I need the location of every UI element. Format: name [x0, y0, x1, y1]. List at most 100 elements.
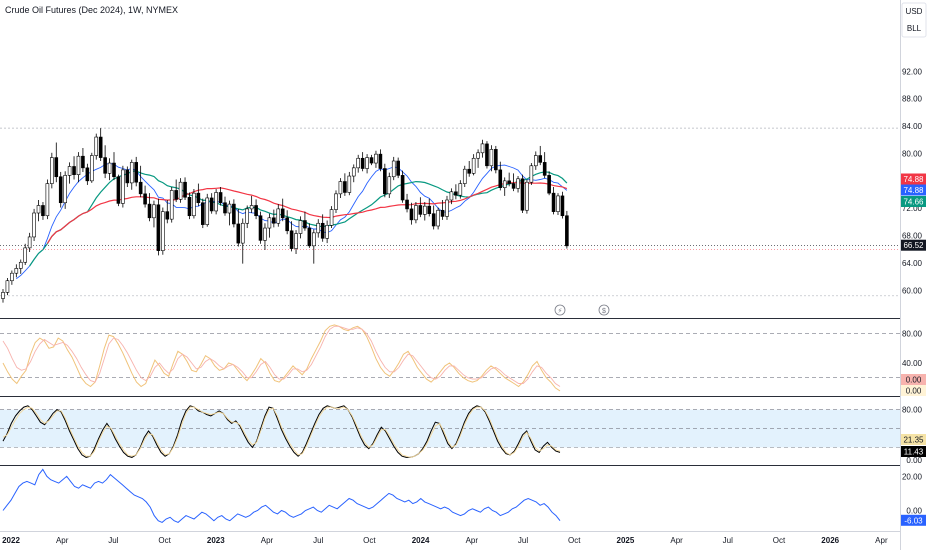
price-last-label: 74.66 [903, 198, 924, 207]
time-tick-label: Apr [261, 536, 274, 545]
time-tick-label: Oct [363, 536, 376, 545]
candle [516, 178, 520, 189]
candle [480, 143, 485, 154]
price-tick-label: 72.00 [902, 204, 923, 213]
stochrsi-d-line [2, 406, 561, 458]
candle [236, 223, 241, 244]
candle [254, 205, 258, 217]
candle [50, 157, 54, 184]
price-tick-label: 80.00 [902, 149, 923, 158]
time-tick-label: 2023 [207, 536, 225, 545]
indicator-tick-label: 0.00 [906, 506, 922, 515]
candle [347, 175, 352, 193]
candle [409, 208, 414, 221]
indicator-tick-label: 80.00 [902, 330, 923, 339]
stoch-last-label-bg [901, 374, 926, 385]
stochrsi-last-label-bg [901, 446, 926, 457]
candle [343, 181, 347, 193]
candle [360, 157, 365, 169]
candle [374, 153, 378, 164]
candle [178, 181, 183, 200]
candle [365, 157, 369, 169]
candle [542, 162, 547, 176]
candle [258, 215, 263, 241]
candle [161, 211, 165, 251]
candle [192, 192, 196, 217]
price-last-label-bg [901, 184, 926, 196]
oscillator-pane[interactable] [2, 468, 561, 523]
candle [147, 203, 152, 219]
stochrsi-k-line [2, 405, 561, 458]
background-layer [0, 0, 901, 550]
candle [107, 162, 112, 174]
candle [356, 157, 361, 169]
candle [454, 191, 458, 196]
candle [196, 192, 201, 204]
candle [10, 272, 14, 282]
candle [560, 195, 565, 217]
sma-mid-line [29, 170, 568, 267]
stoch-rsi-pane[interactable] [0, 405, 900, 458]
candle [116, 176, 121, 204]
candle [1, 292, 5, 299]
candle [201, 202, 205, 225]
indicator-tick-label: 40.00 [902, 359, 923, 368]
chart-title: Crude Oil Futures (Dec 2024), 1W, NYMEX [5, 5, 179, 15]
candle [396, 160, 400, 176]
price-last-label: 74.88 [903, 175, 924, 184]
candle [507, 180, 511, 184]
candle [169, 190, 174, 220]
candle [227, 203, 232, 214]
osc-last-label: -6.03 [904, 516, 923, 525]
candle [18, 261, 23, 269]
candle [58, 176, 63, 204]
candle [449, 191, 454, 201]
price-last-label: 74.88 [903, 186, 924, 195]
candle [187, 196, 192, 217]
candle [45, 183, 50, 217]
candle [329, 209, 334, 226]
candle [405, 199, 409, 210]
candle [565, 215, 569, 247]
candle [245, 208, 249, 224]
candle [63, 175, 67, 204]
stochastic-pane[interactable] [0, 324, 900, 392]
candle [23, 247, 28, 263]
candle [240, 222, 245, 244]
time-tick-label: Jul [313, 536, 323, 545]
lightning-icon: ⚡ [558, 307, 563, 315]
candle [121, 169, 125, 204]
candle [125, 169, 130, 184]
candle [369, 157, 374, 164]
candle [485, 143, 489, 167]
price-pane[interactable]: ⚡ $ [0, 127, 900, 316]
candle [400, 175, 405, 201]
candle [267, 217, 272, 229]
stochrsi-last-label: 21.35 [903, 436, 924, 445]
time-tick-label: 2026 [821, 536, 839, 545]
candle [511, 183, 516, 189]
candle [32, 212, 36, 238]
candle [316, 222, 321, 234]
time-tick-label: 2024 [412, 536, 430, 545]
indicator-tick-label: 20.00 [902, 472, 923, 481]
candle [156, 204, 161, 251]
price-tick-label: 88.00 [902, 95, 923, 104]
candle [81, 155, 85, 169]
candle [263, 227, 267, 241]
candle [498, 169, 503, 188]
stoch-last-label-bg [901, 385, 926, 396]
candle [303, 220, 307, 229]
sma-slow-line [46, 182, 568, 244]
price-tick-label: 84.00 [902, 122, 923, 131]
indicator-tick-label: 0.00 [906, 456, 922, 465]
time-tick-label: Oct [773, 536, 786, 545]
time-tick-label: Oct [568, 536, 581, 545]
time-tick-label: Oct [158, 536, 171, 545]
candle [427, 205, 432, 214]
candle [520, 178, 525, 211]
candle [76, 155, 81, 175]
candle [489, 149, 494, 167]
time-tick-label: Apr [56, 536, 69, 545]
